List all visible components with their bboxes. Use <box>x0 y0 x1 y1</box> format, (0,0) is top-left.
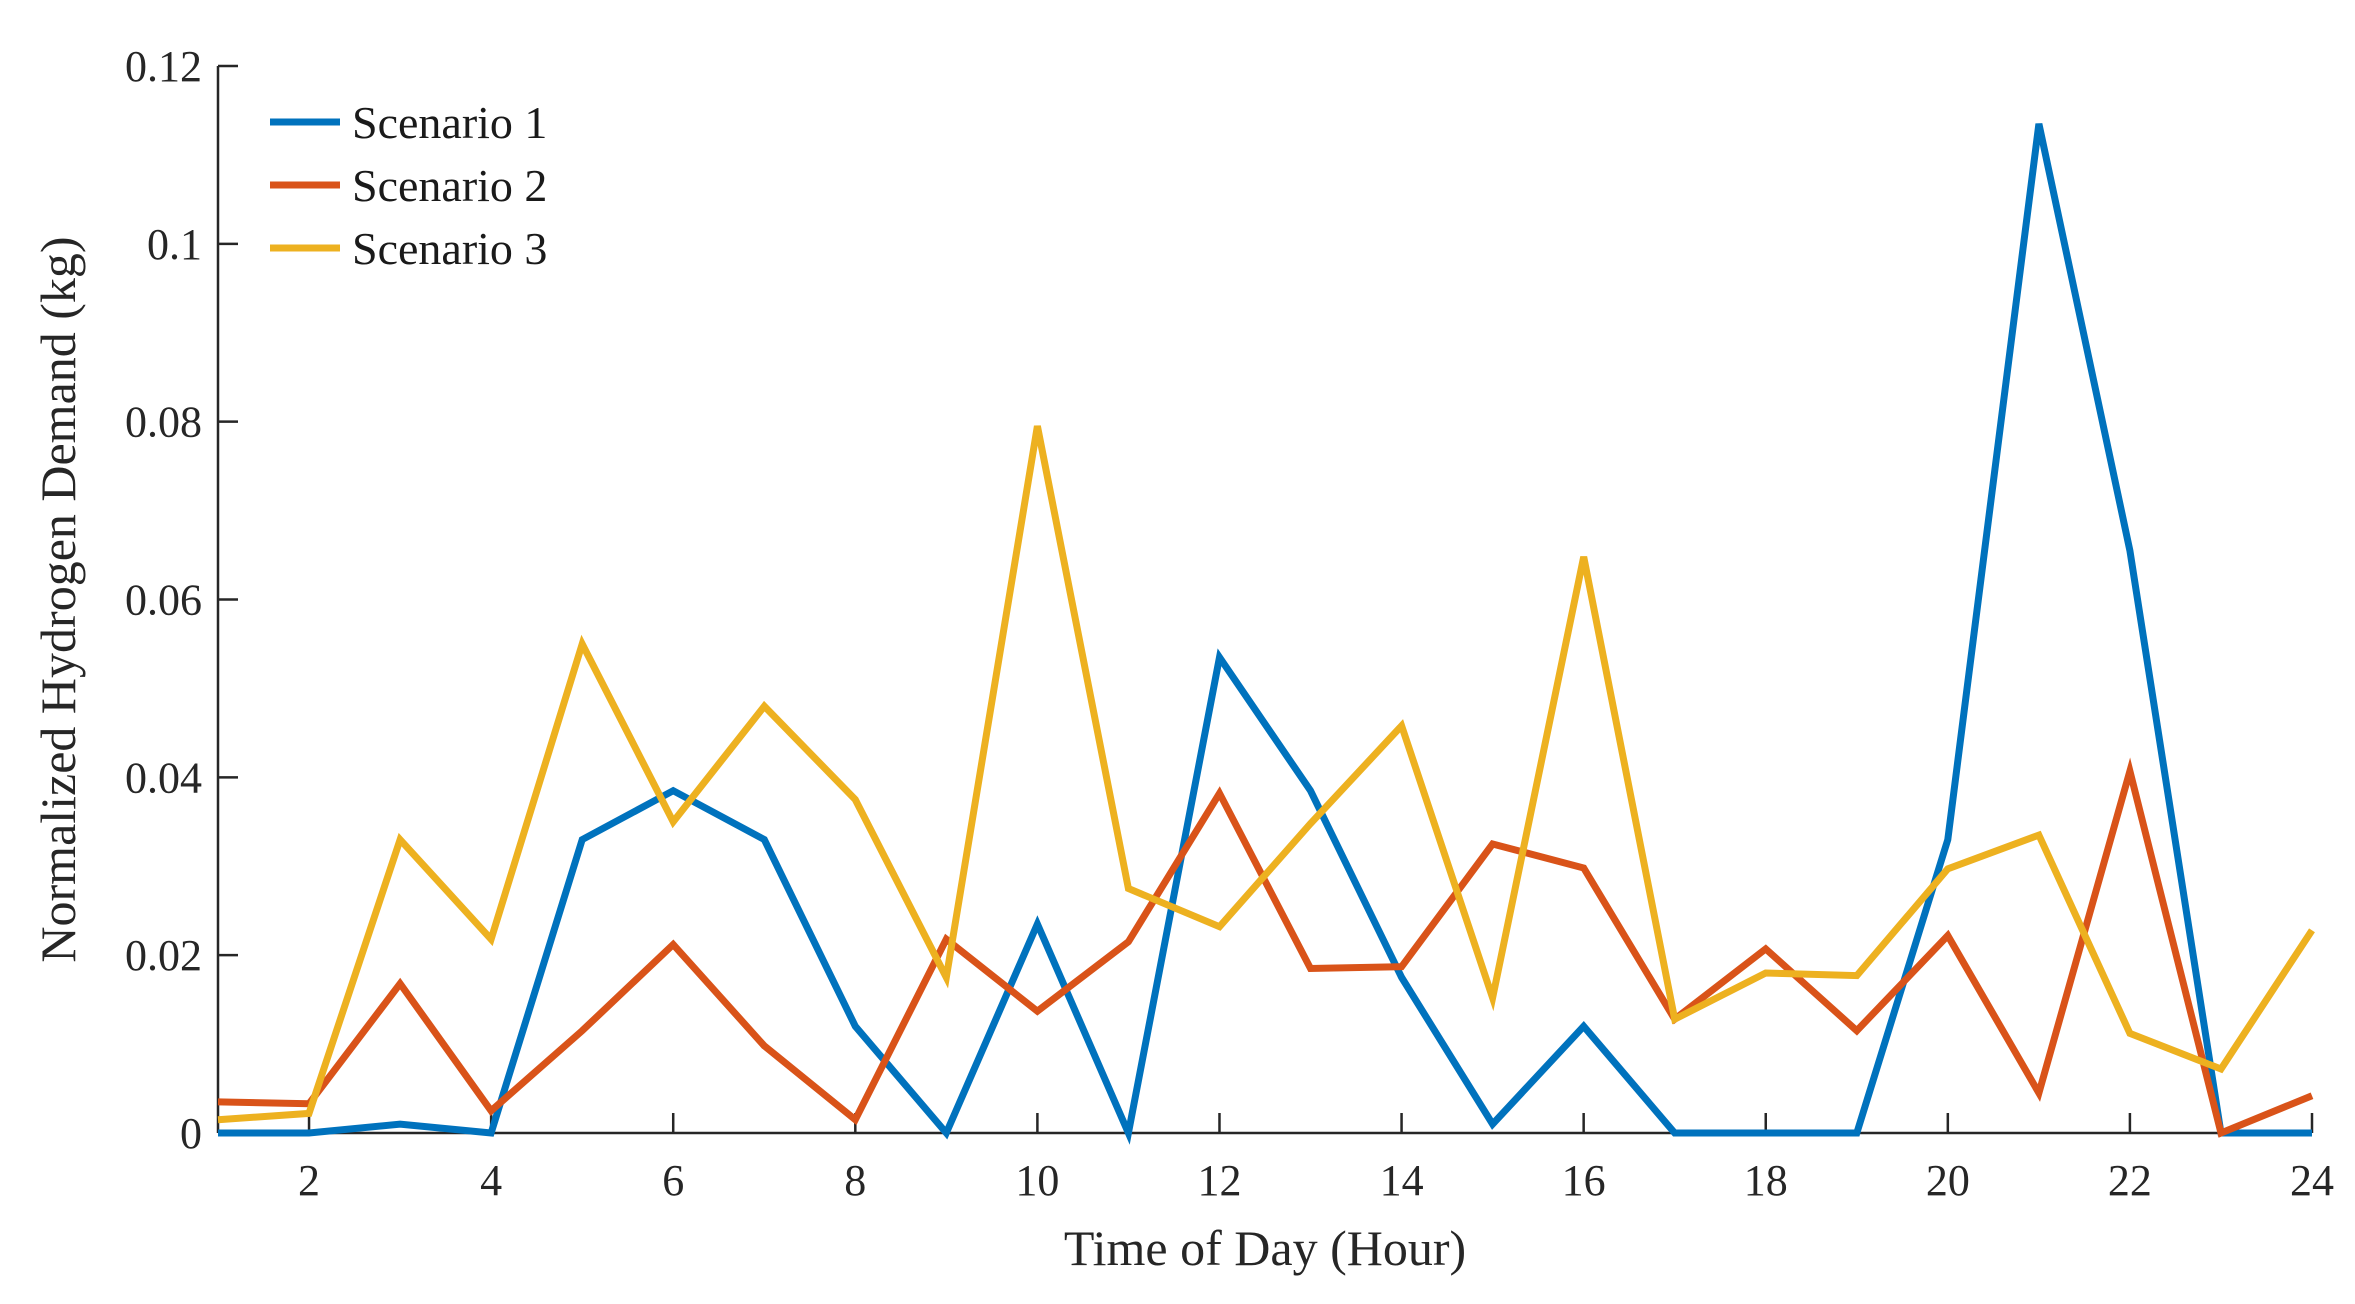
legend-label-scenario-3: Scenario 3 <box>352 223 547 274</box>
x-tick-label: 24 <box>2290 1156 2334 1205</box>
y-tick-label: 0.12 <box>125 42 202 91</box>
series-group <box>217 123 2315 1145</box>
x-tick-label: 8 <box>844 1156 866 1205</box>
legend-label-scenario-2: Scenario 2 <box>352 160 547 211</box>
y-tick-label: 0.06 <box>125 576 202 625</box>
y-axis-title: Normalized Hydrogen Demand (kg) <box>30 236 86 962</box>
legend-label-scenario-1: Scenario 1 <box>352 97 547 148</box>
y-tick-label: 0.08 <box>125 398 202 447</box>
axes: 00.020.040.060.080.10.122 4 6 8 10 12 14 16 18 20… <box>125 42 2334 1205</box>
x-tick-label: 22 <box>2108 1156 2152 1205</box>
x-tick-label: 20 <box>1926 1156 1970 1205</box>
x-tick-label: 6 <box>662 1156 684 1205</box>
x-tick-label: 14 <box>1380 1156 1424 1205</box>
x-tick-label: 16 <box>1562 1156 1606 1205</box>
x-axis-title: Time of Day (Hour) <box>1064 1220 1466 1276</box>
x-tick-label: 18 <box>1744 1156 1788 1205</box>
series-line-scenario-3 <box>217 425 2315 1124</box>
y-tick-label: 0 <box>180 1109 202 1158</box>
y-tick-label: 0.04 <box>125 753 202 802</box>
x-tick-label: 4 <box>480 1156 502 1205</box>
y-tick-label: 0.1 <box>147 220 202 269</box>
legend: Scenario 1 Scenario 2 Scenario 3 <box>270 97 547 274</box>
series-line-scenario-1 <box>218 123 2312 1145</box>
y-tick-label: 0.02 <box>125 931 202 980</box>
x-tick-label: 2 <box>298 1156 320 1205</box>
x-tick-label: 12 <box>1197 1156 1241 1205</box>
x-tick-label: 10 <box>1015 1156 1059 1205</box>
series-line-scenario-2 <box>217 757 2314 1138</box>
